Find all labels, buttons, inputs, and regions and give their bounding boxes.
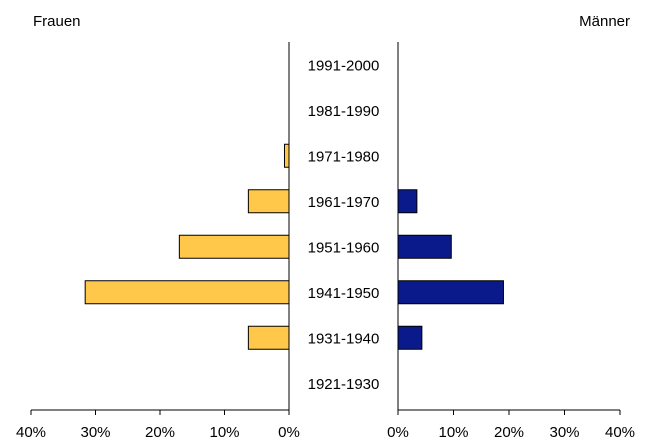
- men-bar: [397, 234, 452, 259]
- left-ticks: 40% 30% 20% 10% 0%: [16, 410, 300, 441]
- tick-label: 30%: [549, 424, 579, 441]
- tick-label: 40%: [605, 424, 635, 441]
- tick-label: 10%: [438, 424, 468, 441]
- women-bar: [247, 325, 290, 350]
- category-label: 1921-1930: [308, 376, 380, 393]
- category-label: 1941-1950: [308, 285, 380, 302]
- age-group-labels: 1991-2000 1981-1990 1971-1980 1961-1970 1951…: [308, 57, 380, 393]
- tick-label: 20%: [494, 424, 524, 441]
- women-bar: [178, 234, 290, 259]
- women-bar: [84, 280, 290, 305]
- women-bars: [84, 143, 290, 350]
- tick-label: 0%: [387, 424, 409, 441]
- men-title: Männer: [579, 13, 630, 30]
- tick-label: 40%: [16, 424, 46, 441]
- category-label: 1931-1940: [308, 330, 380, 347]
- women-title: Frauen: [33, 13, 81, 30]
- men-bars: [397, 189, 504, 350]
- men-bar: [397, 280, 504, 305]
- right-ticks: 0% 10% 20% 30% 40%: [387, 410, 635, 441]
- men-bar: [397, 325, 423, 350]
- tick-label: 30%: [80, 424, 110, 441]
- category-label: 1961-1970: [308, 194, 380, 211]
- tick-label: 20%: [145, 424, 175, 441]
- women-bar: [283, 143, 290, 168]
- category-label: 1991-2000: [308, 57, 380, 74]
- category-label: 1971-1980: [308, 148, 380, 165]
- men-bar: [397, 189, 418, 214]
- tick-label: 10%: [209, 424, 239, 441]
- category-label: 1951-1960: [308, 239, 380, 256]
- category-label: 1981-1990: [308, 103, 380, 120]
- women-bar: [247, 189, 290, 214]
- tick-label: 0%: [278, 424, 300, 441]
